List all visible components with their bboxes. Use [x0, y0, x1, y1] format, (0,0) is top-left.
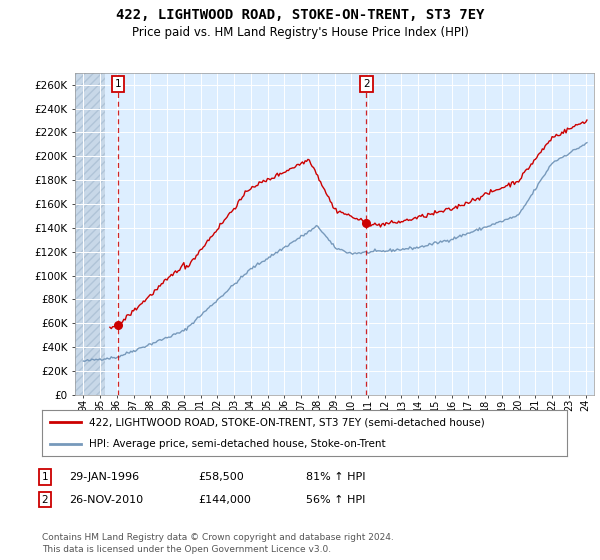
Bar [75, 73, 105, 395]
Text: 56% ↑ HPI: 56% ↑ HPI [306, 494, 365, 505]
Text: 1: 1 [41, 472, 49, 482]
Text: HPI: Average price, semi-detached house, Stoke-on-Trent: HPI: Average price, semi-detached house,… [89, 439, 386, 449]
Text: 26-NOV-2010: 26-NOV-2010 [69, 494, 143, 505]
Text: 422, LIGHTWOOD ROAD, STOKE-ON-TRENT, ST3 7EY: 422, LIGHTWOOD ROAD, STOKE-ON-TRENT, ST3… [116, 8, 484, 22]
Text: Price paid vs. HM Land Registry's House Price Index (HPI): Price paid vs. HM Land Registry's House … [131, 26, 469, 39]
Text: 2: 2 [41, 494, 49, 505]
Text: £144,000: £144,000 [198, 494, 251, 505]
Text: 422, LIGHTWOOD ROAD, STOKE-ON-TRENT, ST3 7EY (semi-detached house): 422, LIGHTWOOD ROAD, STOKE-ON-TRENT, ST3… [89, 417, 485, 427]
Text: Contains HM Land Registry data © Crown copyright and database right 2024.
This d: Contains HM Land Registry data © Crown c… [42, 533, 394, 554]
Text: £58,500: £58,500 [198, 472, 244, 482]
Text: 2: 2 [363, 79, 370, 89]
Text: 1: 1 [115, 79, 122, 89]
Text: 81% ↑ HPI: 81% ↑ HPI [306, 472, 365, 482]
Text: 29-JAN-1996: 29-JAN-1996 [69, 472, 139, 482]
